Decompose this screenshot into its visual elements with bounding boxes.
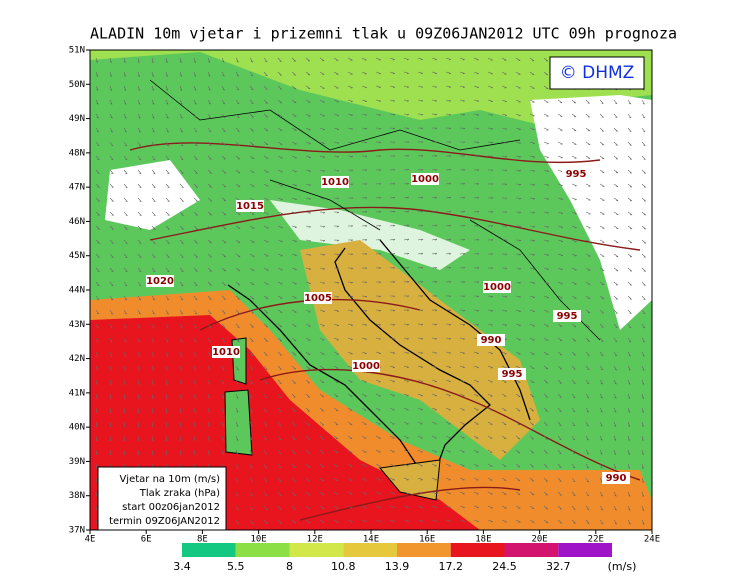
isobar-label: 995 (502, 369, 523, 380)
lon-label: 12E (307, 535, 323, 545)
copyright: © DHMZ (560, 63, 635, 83)
isobar-label-bg (562, 168, 590, 180)
isobar-label-bg (411, 173, 439, 185)
isobar-label: 990 (606, 473, 627, 484)
isobar-label: 1020 (146, 276, 174, 287)
colorbar-label: 17.2 (439, 560, 464, 573)
isobar-label: 1000 (411, 174, 439, 185)
isobar-label: 1000 (352, 361, 380, 372)
isobar-label: 1000 (483, 282, 511, 293)
lat-label: 37N (69, 526, 85, 536)
calm-area (105, 160, 200, 230)
copyright-box (549, 56, 645, 90)
lat-label: 50N (69, 80, 85, 90)
coastline (379, 239, 531, 421)
colorbar-label: 13.9 (385, 560, 410, 573)
legend-box (97, 466, 227, 531)
lat-label: 39N (69, 457, 85, 467)
isobar-label: 1005 (304, 293, 332, 304)
lon-label: 14E (363, 535, 379, 545)
legend-text: Tlak zraka (hPa) (139, 488, 220, 499)
colorbar-segment (182, 543, 236, 557)
colorbar-unit: (m/s) (608, 560, 637, 573)
isobar-label-bg (352, 360, 380, 372)
isobar-label: 1010 (321, 177, 349, 188)
island (224, 389, 253, 456)
legend-text: start 00z06jan2012 (122, 502, 220, 513)
island (379, 459, 441, 501)
coastline (227, 247, 491, 482)
colorbar-segment (558, 543, 612, 557)
lon-label: 16E (419, 535, 435, 545)
colorbar-segment (397, 543, 451, 557)
isobar-label-bg (146, 275, 174, 287)
colorbar-segment (450, 543, 505, 557)
lat-label: 46N (69, 217, 85, 227)
lon-label: 4E (85, 535, 96, 545)
legend-text: Vjetar na 10m (m/s) (119, 474, 220, 485)
isobar-label-bg (304, 292, 332, 304)
isobar-label-bg (236, 200, 264, 212)
lat-label: 44N (69, 286, 85, 296)
colorbar-label: 24.5 (492, 560, 517, 573)
island (231, 337, 247, 385)
calm-area (530, 95, 652, 330)
lat-label: 40N (69, 423, 85, 433)
isobar-label-bg (483, 281, 511, 293)
isobar-label: 990 (481, 335, 502, 346)
lon-label: 24E (644, 535, 660, 545)
isobar-label-bg (553, 310, 581, 322)
lat-label: 41N (69, 388, 85, 398)
map-area (90, 50, 652, 530)
isobar-label-bg (477, 334, 505, 346)
lat-label: 38N (69, 491, 85, 501)
isobar-label: 1015 (236, 201, 264, 212)
lat-label: 42N (69, 354, 85, 364)
colorbar-segment (504, 543, 559, 557)
lon-label: 8E (197, 535, 208, 545)
isobar-label: 995 (566, 169, 587, 180)
colorbar-label: 10.8 (331, 560, 356, 573)
calm-area (270, 200, 470, 270)
lon-label: 18E (475, 535, 491, 545)
isobar-label: 1010 (212, 347, 240, 358)
isobar-label-bg (602, 472, 630, 484)
colorbar-segment (235, 543, 290, 557)
isobar-label-bg (498, 368, 526, 380)
isobar-label: 995 (557, 311, 578, 322)
lon-label: 10E (250, 535, 266, 545)
lat-label: 43N (69, 320, 85, 330)
land-fill (90, 50, 652, 130)
lat-label: 49N (69, 114, 85, 124)
isobar-line (129, 142, 641, 521)
colorbar-label: 8 (286, 560, 293, 573)
lat-label: 47N (69, 183, 85, 193)
colorbar-label: 3.4 (173, 560, 191, 573)
colorbar-label: 5.5 (227, 560, 245, 573)
isobar-label-bg (212, 346, 240, 358)
lat-label: 45N (69, 251, 85, 261)
lon-label: 20E (531, 535, 547, 545)
title: ALADIN 10m vjetar i prizemni tlak u 09Z0… (90, 25, 677, 43)
lat-label: 51N (69, 46, 85, 56)
colorbar-segment (343, 543, 397, 557)
isobar-label-bg (321, 176, 349, 188)
lon-label: 22E (588, 535, 604, 545)
legend-text: termin 09Z06JAN2012 (109, 516, 220, 527)
lat-label: 48N (69, 148, 85, 158)
colorbar-segment (289, 543, 344, 557)
colorbar-label: 32.7 (546, 560, 571, 573)
lon-label: 6E (141, 535, 152, 545)
